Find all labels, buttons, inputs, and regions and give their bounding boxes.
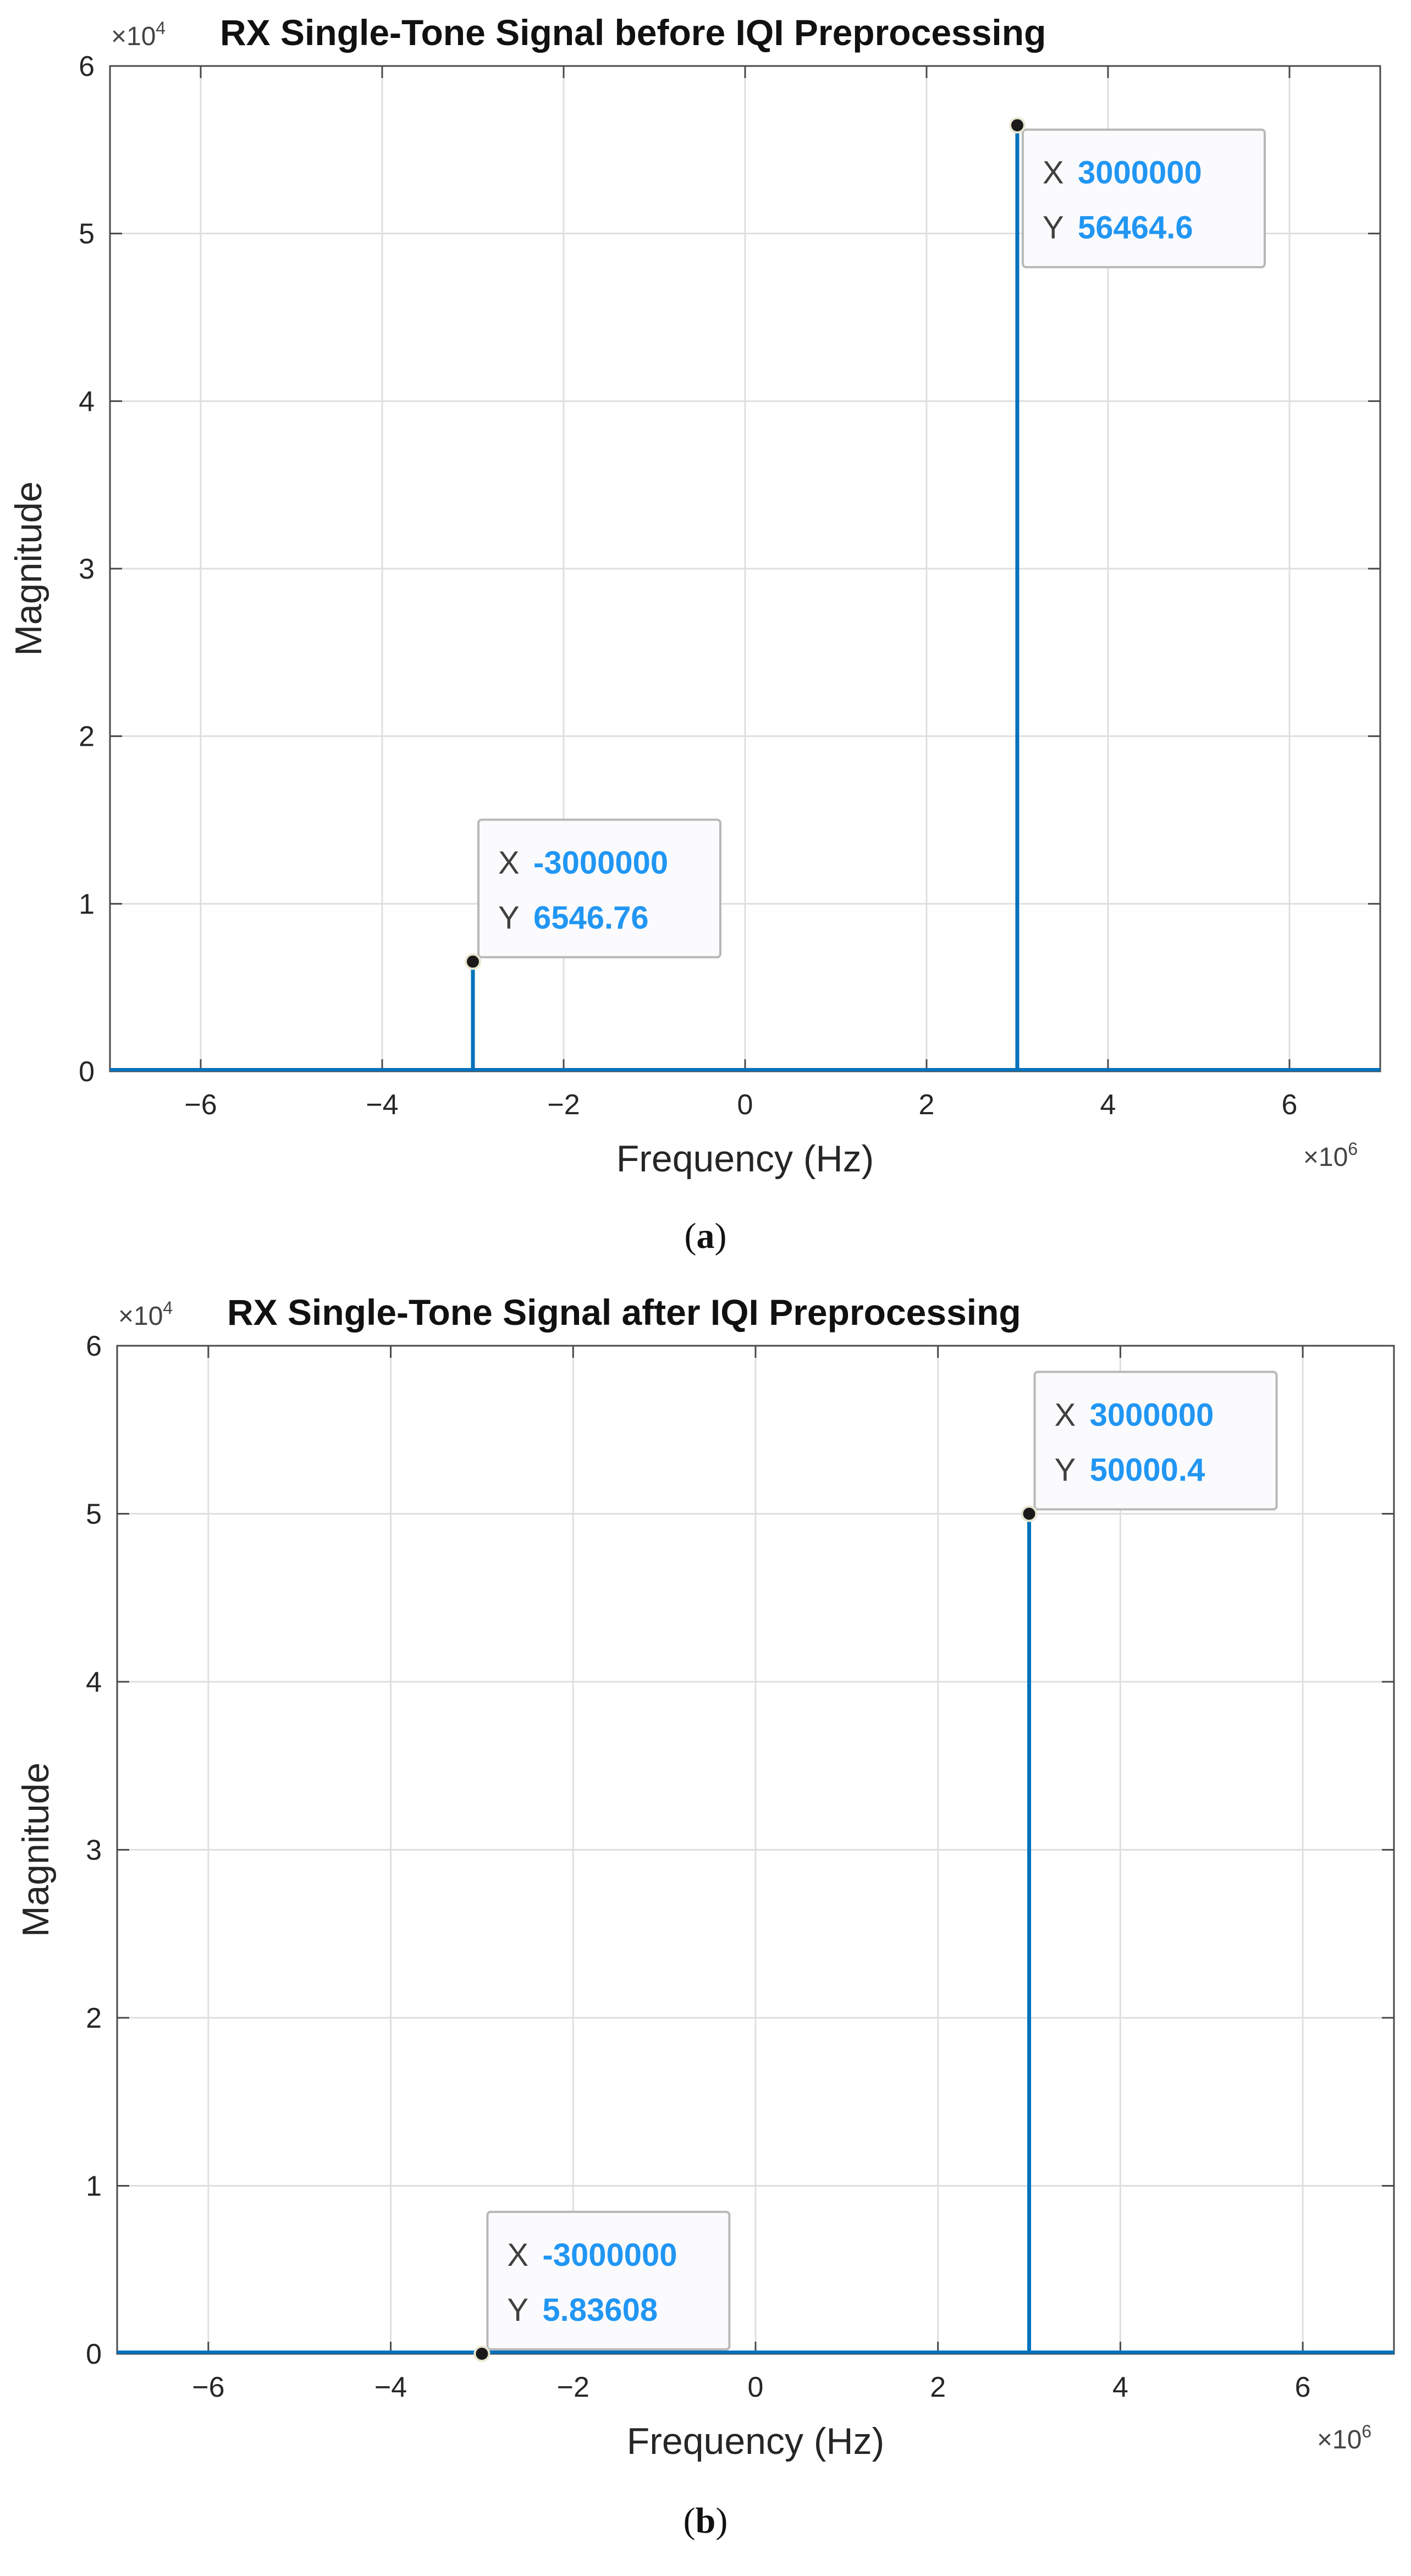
y-tick-label: 5 <box>86 1499 102 1531</box>
datatip-x-key: X <box>498 845 520 881</box>
y-axis-label: Magnitude <box>8 481 49 656</box>
x-tick-label: 4 <box>1112 2371 1128 2403</box>
x-tick-label: 2 <box>919 1089 935 1121</box>
datatip-y-value: 6546.76 <box>533 900 649 936</box>
x-axis-label: Frequency (Hz) <box>627 2420 885 2462</box>
y-tick-label: 3 <box>86 1835 102 1867</box>
y-multiplier-exponent: 4 <box>163 1298 173 1318</box>
datatip-y-value: 50000.4 <box>1090 1452 1205 1488</box>
datatip-marker[interactable] <box>1021 1505 1038 1522</box>
spectrum-chart-after: −6 −4 −2 0 2 4 6 0 1 2 3 4 5 6 ×104 RX Single-Tone Sign… <box>15 1292 1395 2462</box>
y-multiplier-exponent: 4 <box>156 18 166 38</box>
caption-a: (a) <box>684 1216 727 1256</box>
x-multiplier: ×106 <box>1317 2421 1371 2454</box>
y-tick-label: 6 <box>86 1330 102 1362</box>
datatip-box <box>477 818 721 959</box>
datatip-marker[interactable] <box>465 953 481 970</box>
datatip-y-value: 56464.6 <box>1078 210 1193 246</box>
y-multiplier: ×104 <box>118 1298 173 1331</box>
caption-a-letter: a <box>696 1216 715 1256</box>
datatip-y-key: Y <box>498 900 520 936</box>
datatip[interactable]: X -3000000 Y 5.83608 <box>486 2210 731 2351</box>
y-tick-label: 3 <box>79 553 95 585</box>
x-tick-label: 2 <box>930 2371 946 2403</box>
y-tick-label: 1 <box>86 2171 102 2203</box>
datatip-y-key: Y <box>1043 210 1064 246</box>
y-tick-label: 6 <box>79 51 95 82</box>
datatip-marker[interactable] <box>1009 117 1026 134</box>
x-multiplier: ×106 <box>1303 1139 1358 1172</box>
x-tick-label: 4 <box>1100 1089 1116 1121</box>
datatip-y-value: 5.83608 <box>542 2292 658 2328</box>
x-multiplier-exponent: 6 <box>1362 2421 1371 2441</box>
x-multiplier-exponent: 6 <box>1348 1139 1358 1159</box>
y-tick-label: 4 <box>86 1666 102 1698</box>
datatip[interactable]: X 3000000 Y 56464.6 <box>1022 128 1266 268</box>
y-tick-label: 4 <box>79 386 95 417</box>
x-tick-label: 0 <box>748 2371 764 2403</box>
datatip-x-value: -3000000 <box>542 2237 677 2273</box>
datatip-y-key: Y <box>1055 1452 1076 1488</box>
datatip-x-value: -3000000 <box>533 845 668 881</box>
datatip-x-key: X <box>1055 1397 1076 1433</box>
datatip-x-value: 3000000 <box>1090 1397 1214 1433</box>
x-tick-label: 0 <box>737 1089 753 1121</box>
y-tick-label: 2 <box>79 721 95 753</box>
datatip[interactable]: X -3000000 Y 6546.76 <box>477 818 721 959</box>
y-tick-label: 5 <box>79 218 95 250</box>
datatip-box <box>1033 1370 1278 1511</box>
x-tick-label: −4 <box>374 2371 407 2403</box>
y-tick-label: 0 <box>86 2338 102 2370</box>
datatip-box <box>1022 128 1266 268</box>
x-tick-label: −6 <box>192 2371 224 2403</box>
caption-b-letter: b <box>695 2501 716 2541</box>
datatip-marker[interactable] <box>473 2345 490 2362</box>
y-multiplier: ×104 <box>111 18 166 51</box>
datatip-x-value: 3000000 <box>1078 155 1202 191</box>
y-tick-label: 0 <box>79 1056 95 1088</box>
spectrum-chart-before: −6 −4 −2 0 2 4 6 0 1 2 3 4 5 6 ×104 RX Single-Tone Sign… <box>8 12 1381 1180</box>
x-axis-label: Frequency (Hz) <box>616 1138 874 1180</box>
y-tick-label: 1 <box>79 888 95 920</box>
caption-b: (b) <box>683 2501 728 2541</box>
x-tick-label: 6 <box>1282 1089 1298 1121</box>
datatip-x-key: X <box>507 2237 528 2273</box>
datatip-x-key: X <box>1043 155 1064 191</box>
y-axis-label: Magnitude <box>15 1763 57 1937</box>
chart-title: RX Single-Tone Signal before IQI Preproc… <box>220 12 1046 53</box>
x-tick-label: 6 <box>1295 2371 1311 2403</box>
datatip-box <box>486 2210 731 2351</box>
y-tick-label: 2 <box>86 2002 102 2034</box>
x-tick-label: −6 <box>184 1089 217 1121</box>
x-tick-label: −4 <box>366 1089 398 1121</box>
x-tick-label: −2 <box>557 2371 589 2403</box>
datatip-y-key: Y <box>507 2292 528 2328</box>
chart-title: RX Single-Tone Signal after IQI Preproce… <box>227 1292 1021 1333</box>
datatip[interactable]: X 3000000 Y 50000.4 <box>1033 1370 1278 1511</box>
x-tick-label: −2 <box>547 1089 580 1121</box>
